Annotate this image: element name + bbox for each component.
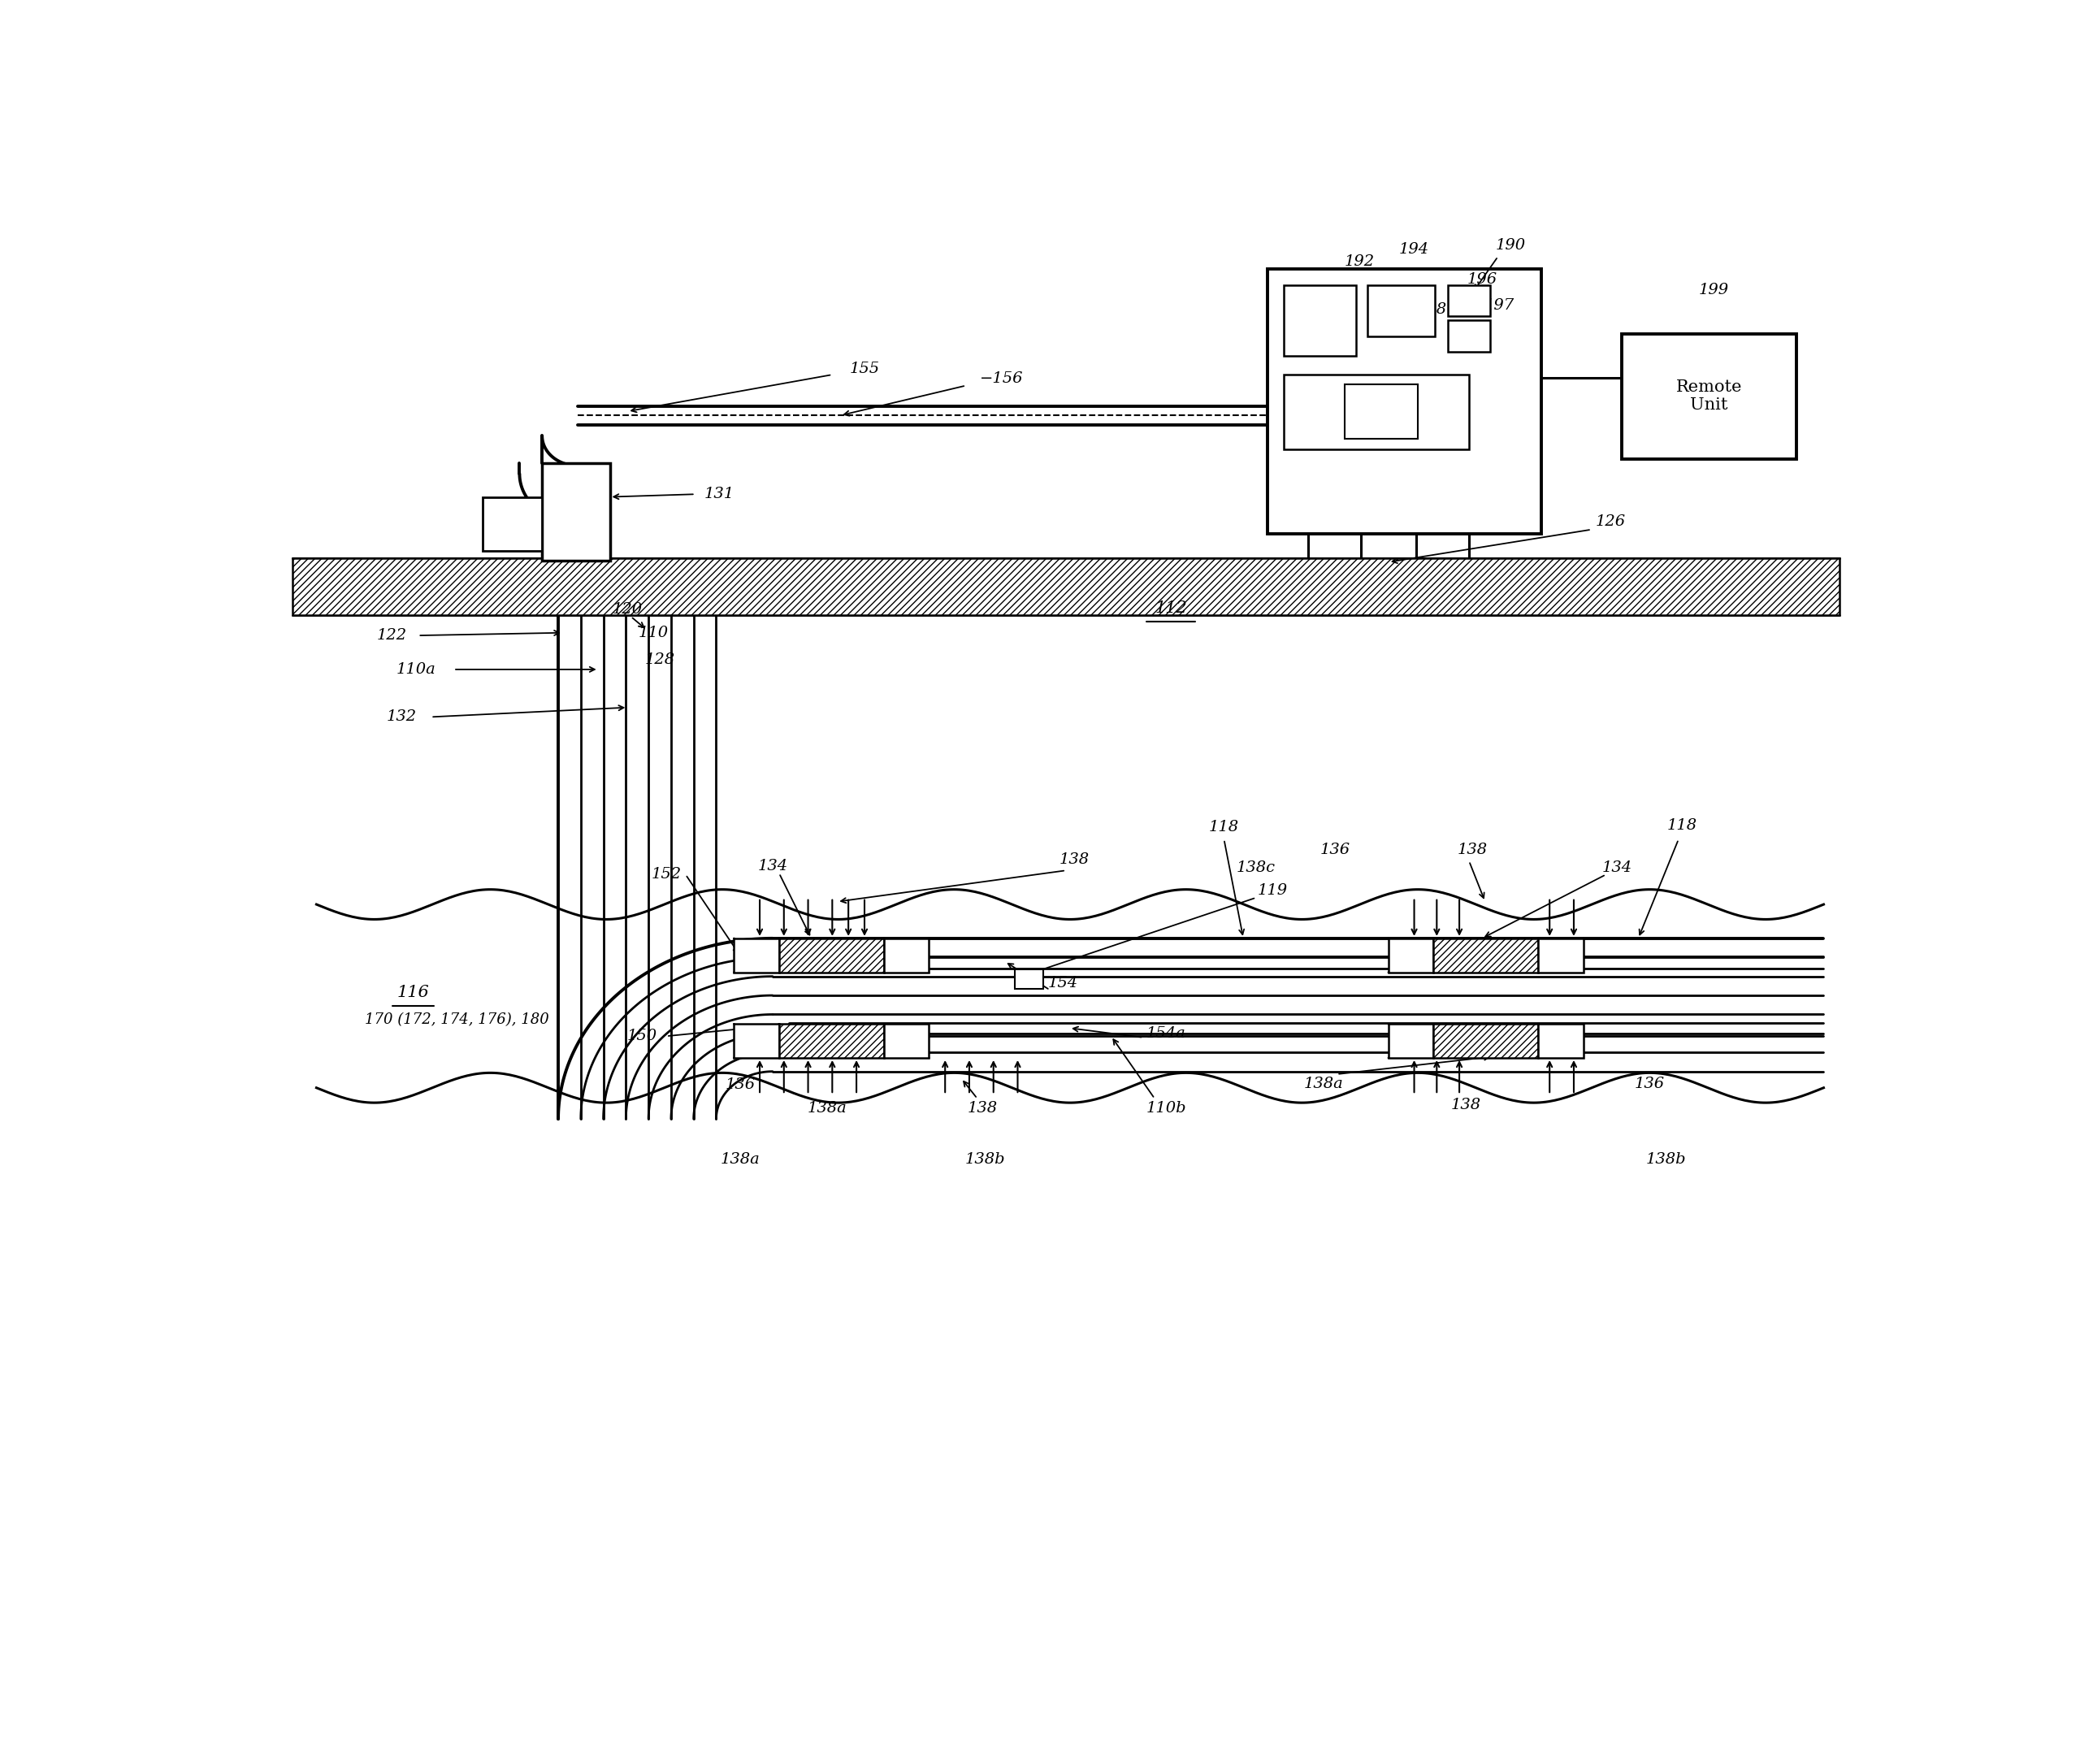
Bar xyxy=(1389,938,1433,972)
Text: 110a: 110a xyxy=(397,662,437,677)
Text: 118: 118 xyxy=(1666,818,1697,833)
Bar xyxy=(483,497,543,550)
Bar xyxy=(1539,1023,1583,1058)
Bar xyxy=(1622,333,1797,459)
Text: 126: 126 xyxy=(1595,513,1627,529)
Bar xyxy=(734,938,780,972)
Bar xyxy=(1283,286,1356,356)
Text: Remote
Unit: Remote Unit xyxy=(1676,379,1743,413)
Bar xyxy=(884,938,930,972)
Text: 197: 197 xyxy=(1485,298,1514,312)
Bar xyxy=(1367,286,1435,337)
Text: 136: 136 xyxy=(1321,843,1350,857)
Text: 190: 190 xyxy=(1496,238,1527,252)
Text: 198: 198 xyxy=(1416,302,1448,318)
Bar xyxy=(734,1023,780,1058)
Text: 122: 122 xyxy=(376,628,408,642)
Text: 138: 138 xyxy=(1059,852,1090,866)
Text: 136: 136 xyxy=(726,1078,755,1092)
Text: 131: 131 xyxy=(705,487,734,501)
Text: 154: 154 xyxy=(1048,975,1077,991)
Text: 138b: 138b xyxy=(1645,1152,1685,1168)
Text: 138b: 138b xyxy=(965,1152,1005,1168)
Text: 152: 152 xyxy=(651,868,682,882)
Bar xyxy=(1539,938,1583,972)
Text: 199: 199 xyxy=(1699,284,1728,298)
Text: −156: −156 xyxy=(980,372,1023,386)
Bar xyxy=(1346,385,1416,439)
Bar xyxy=(780,938,884,972)
Text: 154a: 154a xyxy=(1146,1027,1186,1041)
Text: 150: 150 xyxy=(626,1028,657,1044)
Bar xyxy=(1433,1023,1539,1058)
Text: 196: 196 xyxy=(1466,272,1498,288)
Text: 134: 134 xyxy=(757,859,788,873)
Text: 132: 132 xyxy=(387,709,416,725)
Text: 136: 136 xyxy=(1635,1076,1664,1090)
Text: 194: 194 xyxy=(1400,242,1429,258)
Bar xyxy=(1448,321,1489,351)
Text: 112: 112 xyxy=(1154,600,1188,616)
Bar xyxy=(1433,938,1539,972)
Bar xyxy=(884,1023,930,1058)
Bar xyxy=(1015,970,1044,988)
Text: 155: 155 xyxy=(849,362,880,376)
Text: 128: 128 xyxy=(645,653,674,667)
Text: 116: 116 xyxy=(397,984,428,1000)
Text: 138: 138 xyxy=(967,1101,996,1115)
Bar xyxy=(1448,286,1489,316)
Text: 138a: 138a xyxy=(720,1152,759,1168)
Bar xyxy=(1389,1023,1433,1058)
Text: 134: 134 xyxy=(1602,861,1633,875)
Text: 138a: 138a xyxy=(807,1101,847,1115)
Text: 138: 138 xyxy=(1458,843,1487,857)
Text: 110: 110 xyxy=(639,626,668,640)
Text: 138a: 138a xyxy=(1304,1076,1344,1090)
Bar xyxy=(1267,268,1541,533)
Bar xyxy=(543,462,609,561)
Text: 119: 119 xyxy=(1256,884,1288,898)
Bar xyxy=(780,1023,884,1058)
Text: 120: 120 xyxy=(612,602,643,617)
Text: 138c: 138c xyxy=(1238,861,1275,875)
Bar xyxy=(291,557,1839,616)
Bar xyxy=(1283,374,1468,450)
Text: 138: 138 xyxy=(1450,1099,1481,1113)
Text: 170 (172, 174, 176), 180: 170 (172, 174, 176), 180 xyxy=(364,1013,549,1027)
Text: 192: 192 xyxy=(1344,254,1375,270)
Text: 118: 118 xyxy=(1208,820,1240,834)
Text: 110b: 110b xyxy=(1146,1101,1186,1115)
